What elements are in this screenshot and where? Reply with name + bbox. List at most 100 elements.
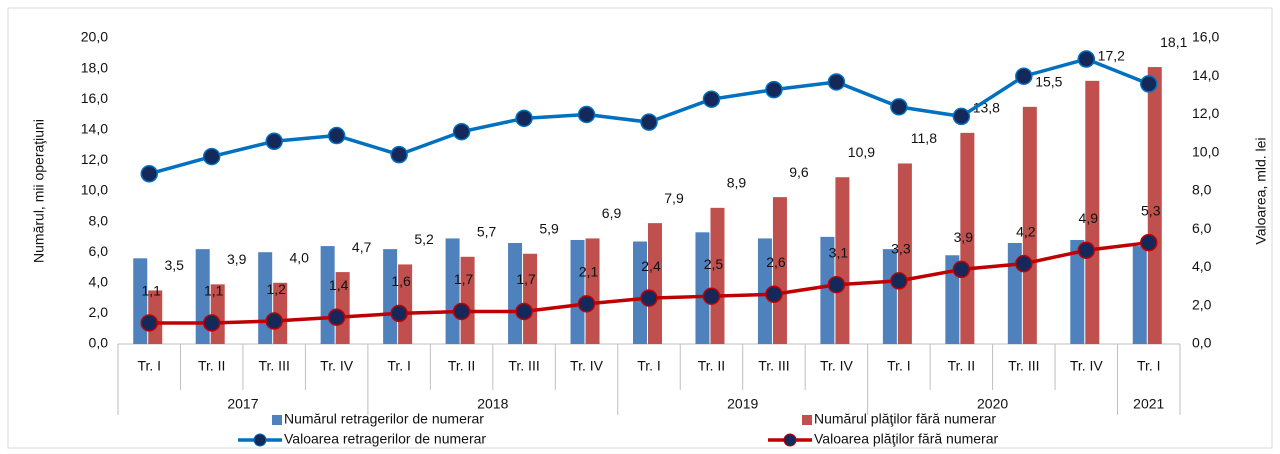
- y2-tick-label: 12,0: [1192, 105, 1219, 121]
- bar: [1085, 80, 1100, 344]
- marker: [390, 304, 408, 323]
- y-tick-label: 16,0: [81, 90, 108, 106]
- bar: [258, 252, 273, 344]
- bar: [523, 253, 538, 344]
- bar: [710, 207, 725, 344]
- bar: [835, 177, 850, 344]
- data-label: 15,5: [1035, 74, 1062, 90]
- data-label: 9,6: [789, 164, 809, 180]
- data-label: 17,2: [1098, 48, 1125, 64]
- y2-axis-title: Valoarea, mld. lei: [1253, 137, 1269, 244]
- y2-tick-label: 4,0: [1192, 258, 1212, 274]
- x-tick-label: Tr. I: [1137, 358, 1161, 374]
- x-tick-label: Tr. IV: [320, 358, 354, 374]
- bar: [960, 132, 975, 344]
- data-label: 10,9: [848, 144, 875, 160]
- y-tick-label: 0,0: [89, 335, 109, 351]
- x-tick-label: Tr. II: [948, 358, 975, 374]
- bar: [882, 249, 897, 344]
- x-group-label: 2021: [1133, 396, 1164, 412]
- x-tick-label: Tr. IV: [570, 358, 604, 374]
- legend-swatch: [253, 433, 267, 447]
- y-tick-label: 18,0: [81, 59, 108, 75]
- marker: [265, 132, 283, 151]
- data-label: 5,3: [1141, 202, 1161, 218]
- marker: [827, 73, 846, 91]
- marker: [202, 147, 221, 166]
- bar: [1147, 67, 1162, 344]
- y2-tick-label: 0,0: [1192, 335, 1212, 351]
- x-tick-label: Tr. II: [448, 358, 475, 374]
- data-label: 1,7: [454, 271, 474, 287]
- x-tick-label: Tr. III: [508, 358, 539, 374]
- y-tick-label: 20,0: [81, 29, 108, 45]
- data-label: 11,8: [911, 130, 937, 146]
- y-tick-label: 8,0: [89, 212, 109, 228]
- legend-label: Valoarea plăţilor fără numerar: [814, 431, 999, 447]
- data-label: 8,9: [727, 175, 747, 191]
- marker: [390, 145, 408, 164]
- data-label: 18,1: [1160, 34, 1187, 50]
- y-tick-label: 6,0: [89, 243, 109, 259]
- data-label: 3,9: [227, 251, 247, 267]
- marker: [702, 287, 721, 305]
- y2-tick-label: 6,0: [1192, 220, 1212, 236]
- x-tick-label: Tr. III: [258, 358, 289, 374]
- data-label: 1,2: [266, 281, 286, 297]
- marker: [140, 314, 158, 332]
- marker: [515, 109, 533, 128]
- marker: [1077, 50, 1096, 68]
- x-group-label: 2020: [977, 396, 1008, 412]
- bar: [508, 243, 523, 344]
- data-label: 5,2: [414, 231, 434, 247]
- bar: [460, 256, 475, 344]
- marker: [1015, 254, 1033, 273]
- marker: [640, 113, 658, 131]
- x-tick-label: Tr. I: [387, 358, 411, 374]
- data-label: 5,7: [477, 223, 497, 239]
- marker: [265, 312, 283, 330]
- x-tick-label: Tr. II: [698, 358, 725, 374]
- data-label: 4,9: [1079, 210, 1099, 226]
- marker: [890, 98, 908, 116]
- x-tick-label: Tr. IV: [1070, 358, 1104, 374]
- bar: [757, 238, 772, 344]
- legend-swatch: [272, 415, 282, 425]
- y2-tick-label: 16,0: [1192, 29, 1219, 45]
- data-label: 2,4: [641, 258, 661, 274]
- marker: [640, 289, 658, 307]
- bar: [383, 249, 398, 344]
- x-tick-label: Tr. III: [758, 358, 789, 374]
- legend-label: Numărul plăţilor fără numerar: [814, 411, 996, 427]
- x-tick-label: Tr. IV: [820, 358, 854, 374]
- data-label: 2,1: [579, 264, 599, 280]
- legend-label: Numărul retragerilor de numerar: [284, 411, 484, 427]
- data-label: 6,9: [602, 205, 622, 221]
- legend-label: Valoarea retragerilor de numerar: [284, 431, 486, 447]
- bar: [1022, 106, 1037, 344]
- bar: [585, 238, 600, 344]
- bar: [398, 264, 413, 344]
- bar: [695, 232, 710, 344]
- y2-tick-label: 2,0: [1192, 296, 1212, 312]
- marker: [827, 275, 846, 294]
- bar: [945, 255, 960, 344]
- data-label: 4,0: [289, 250, 309, 266]
- bar: [897, 163, 912, 344]
- bar: [133, 258, 148, 344]
- y-tick-label: 12,0: [81, 151, 108, 167]
- bar: [1070, 239, 1085, 344]
- marker: [890, 272, 908, 290]
- marker: [202, 314, 221, 332]
- y2-tick-label: 10,0: [1192, 143, 1219, 159]
- data-label: 2,5: [704, 256, 724, 272]
- data-label: 7,9: [664, 190, 684, 206]
- data-label: 1,4: [329, 277, 349, 293]
- x-group-label: 2018: [477, 396, 508, 412]
- marker: [1077, 241, 1096, 260]
- data-label: 3,3: [891, 241, 911, 257]
- marker: [452, 122, 471, 141]
- data-label: 2,6: [766, 254, 786, 270]
- marker: [765, 285, 783, 304]
- x-group-label: 2017: [227, 396, 258, 412]
